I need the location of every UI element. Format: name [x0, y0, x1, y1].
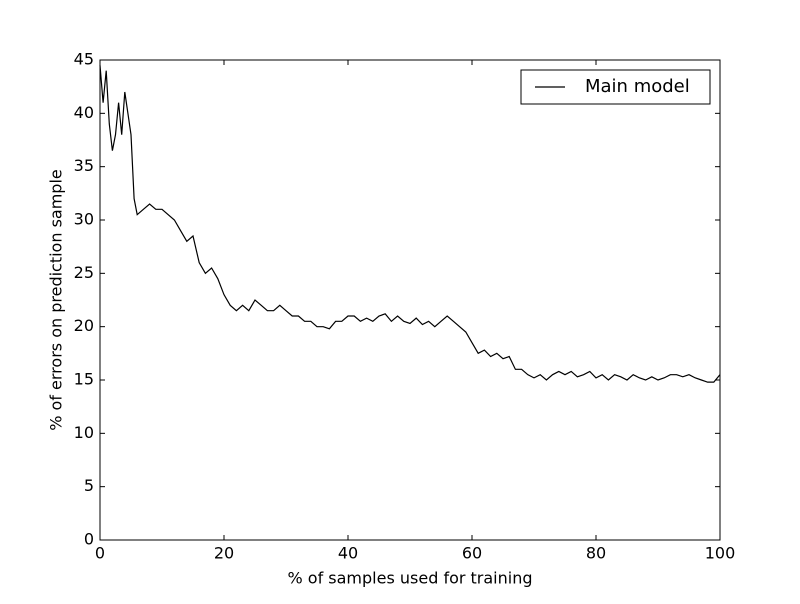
plot-frame	[99, 59, 721, 541]
x-tick-label: 60	[462, 544, 482, 563]
y-tick-label: 40	[74, 103, 94, 122]
y-tick-label: 5	[84, 476, 94, 495]
y-tick-label: 10	[74, 423, 94, 442]
data-line	[99, 65, 721, 383]
x-tick-label: 40	[338, 544, 358, 563]
y-tick-label: 15	[74, 370, 94, 389]
y-tick-label: 35	[74, 156, 94, 175]
y-tick-label: 25	[74, 263, 94, 282]
x-tick-label: 20	[214, 544, 234, 563]
legend-label: Main model	[585, 76, 690, 97]
x-tick-label: 80	[586, 544, 606, 563]
y-tick-label: 30	[74, 210, 94, 229]
y-tick-label: 0	[84, 530, 94, 549]
y-tick-label: 45	[74, 50, 94, 69]
y-axis-label: % of errors on prediction sample	[47, 169, 66, 431]
x-tick-label: 0	[95, 544, 105, 563]
x-axis-label: % of samples used for training	[287, 569, 532, 588]
x-tick-label: 100	[705, 544, 736, 563]
y-tick-label: 20	[74, 316, 94, 335]
